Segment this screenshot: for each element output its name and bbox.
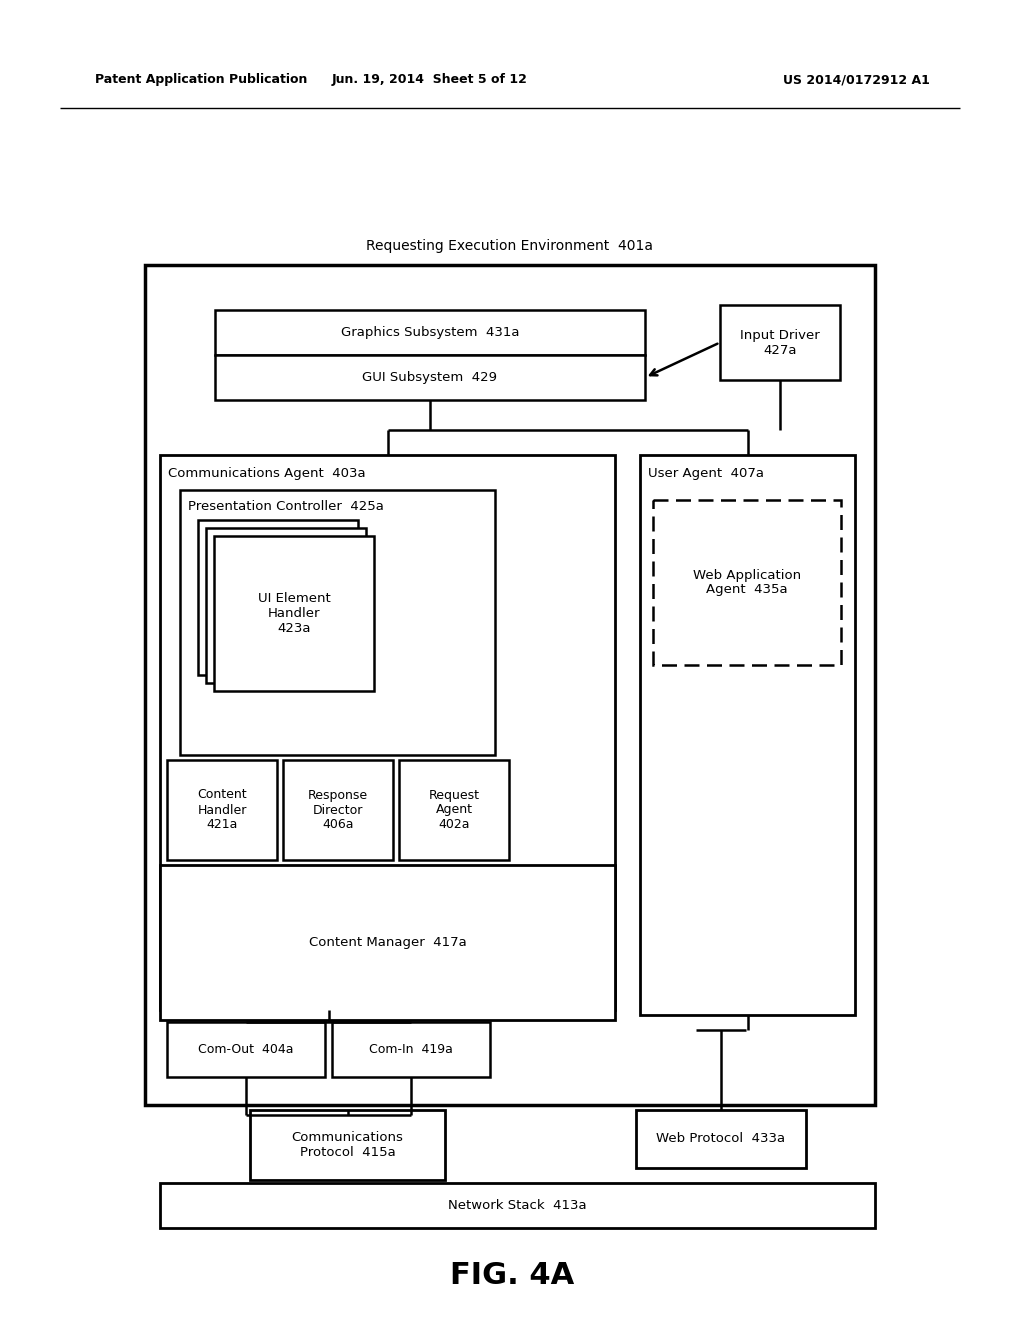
Bar <box>250 1110 445 1180</box>
Bar <box>160 865 615 1020</box>
Text: Patent Application Publication: Patent Application Publication <box>95 74 307 87</box>
Text: Content
Handler
421a: Content Handler 421a <box>198 788 247 832</box>
Text: Input Driver
427a: Input Driver 427a <box>740 329 820 356</box>
Text: User Agent  407a: User Agent 407a <box>648 466 764 479</box>
Bar <box>145 265 874 1105</box>
Bar <box>215 310 645 355</box>
Bar <box>640 455 855 1015</box>
Bar <box>167 760 278 861</box>
Text: Jun. 19, 2014  Sheet 5 of 12: Jun. 19, 2014 Sheet 5 of 12 <box>332 74 528 87</box>
Text: Presentation Controller  425a: Presentation Controller 425a <box>188 499 384 512</box>
Bar <box>206 528 366 682</box>
Text: UI Element
Handler
423a: UI Element Handler 423a <box>258 591 331 635</box>
Text: Network Stack  413a: Network Stack 413a <box>449 1199 587 1212</box>
Text: Com-In  419a: Com-In 419a <box>369 1043 453 1056</box>
Text: Request
Agent
402a: Request Agent 402a <box>428 788 479 832</box>
Text: Com-Out  404a: Com-Out 404a <box>199 1043 294 1056</box>
Bar <box>399 760 509 861</box>
Bar <box>332 1022 490 1077</box>
Text: US 2014/0172912 A1: US 2014/0172912 A1 <box>783 74 930 87</box>
Bar <box>198 520 358 675</box>
Text: FIG. 4A: FIG. 4A <box>450 1261 574 1290</box>
Text: Communications Agent  403a: Communications Agent 403a <box>168 466 366 479</box>
Bar <box>160 455 615 1010</box>
Bar <box>214 536 374 690</box>
Bar <box>160 1183 874 1228</box>
Text: Web Protocol  433a: Web Protocol 433a <box>656 1133 785 1146</box>
Bar <box>283 760 393 861</box>
Bar <box>215 355 645 400</box>
Bar <box>720 305 840 380</box>
Text: Web Application
Agent  435a: Web Application Agent 435a <box>693 569 801 597</box>
Text: GUI Subsystem  429: GUI Subsystem 429 <box>362 371 498 384</box>
Text: Content Manager  417a: Content Manager 417a <box>308 936 466 949</box>
Bar <box>167 1022 325 1077</box>
Text: Communications
Protocol  415a: Communications Protocol 415a <box>292 1131 403 1159</box>
Text: Requesting Execution Environment  401a: Requesting Execution Environment 401a <box>367 239 653 253</box>
Bar <box>653 500 841 665</box>
Bar <box>636 1110 806 1168</box>
Text: Response
Director
406a: Response Director 406a <box>308 788 368 832</box>
Text: Graphics Subsystem  431a: Graphics Subsystem 431a <box>341 326 519 339</box>
Bar <box>180 490 495 755</box>
